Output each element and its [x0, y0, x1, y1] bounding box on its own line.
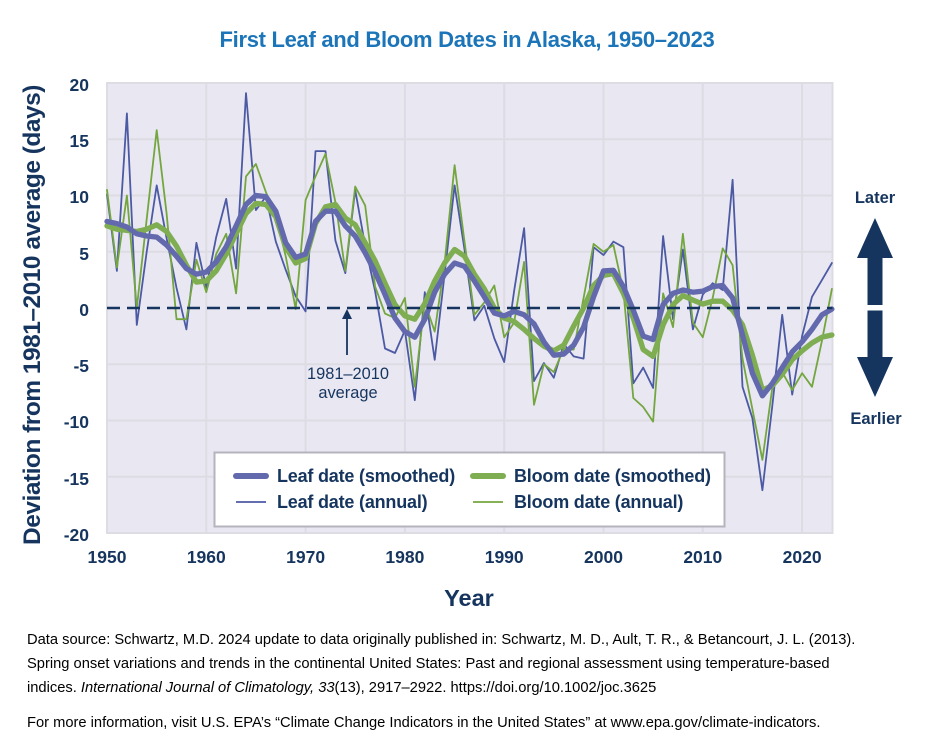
svg-text:Data source: Schwartz, M.D. 20: Data source: Schwartz, M.D. 2024 update … — [27, 632, 855, 648]
svg-text:2000: 2000 — [584, 547, 623, 567]
svg-text:15: 15 — [70, 131, 90, 151]
svg-text:0: 0 — [79, 300, 89, 320]
svg-text:Earlier: Earlier — [850, 410, 902, 428]
svg-text:Later: Later — [855, 189, 896, 207]
svg-text:-20: -20 — [64, 525, 90, 545]
svg-text:Bloom date (annual): Bloom date (annual) — [514, 492, 683, 512]
svg-text:First Leaf and Bloom Dates in: First Leaf and Bloom Dates in Alaska, 19… — [220, 27, 715, 52]
svg-text:2020: 2020 — [783, 547, 822, 567]
svg-text:-5: -5 — [73, 356, 89, 376]
svg-text:20: 20 — [70, 75, 90, 95]
svg-text:2010: 2010 — [683, 547, 722, 567]
svg-text:-15: -15 — [64, 469, 90, 489]
svg-text:-10: -10 — [64, 412, 90, 432]
svg-text:1970: 1970 — [286, 547, 325, 567]
svg-text:10: 10 — [70, 187, 90, 207]
svg-text:1980: 1980 — [385, 547, 424, 567]
svg-text:Spring onset variations and tr: Spring onset variations and trends in th… — [27, 656, 830, 672]
svg-text:1960: 1960 — [187, 547, 226, 567]
svg-text:indices. International Journal: indices. International Journal of Climat… — [27, 680, 656, 696]
svg-text:1990: 1990 — [485, 547, 524, 567]
svg-text:Year: Year — [444, 585, 494, 611]
svg-text:1950: 1950 — [88, 547, 127, 567]
svg-text:Leaf date (smoothed): Leaf date (smoothed) — [277, 466, 455, 486]
svg-text:Bloom date (smoothed): Bloom date (smoothed) — [514, 466, 711, 486]
svg-text:1981–2010: 1981–2010 — [307, 365, 389, 383]
svg-text:For more information, visit U.: For more information, visit U.S. EPA’s “… — [27, 715, 820, 731]
svg-text:5: 5 — [79, 244, 89, 264]
svg-text:Deviation from 1981–2010 avera: Deviation from 1981–2010 average (days) — [19, 85, 46, 545]
svg-text:Leaf date (annual): Leaf date (annual) — [277, 492, 428, 512]
svg-text:average: average — [318, 384, 377, 402]
